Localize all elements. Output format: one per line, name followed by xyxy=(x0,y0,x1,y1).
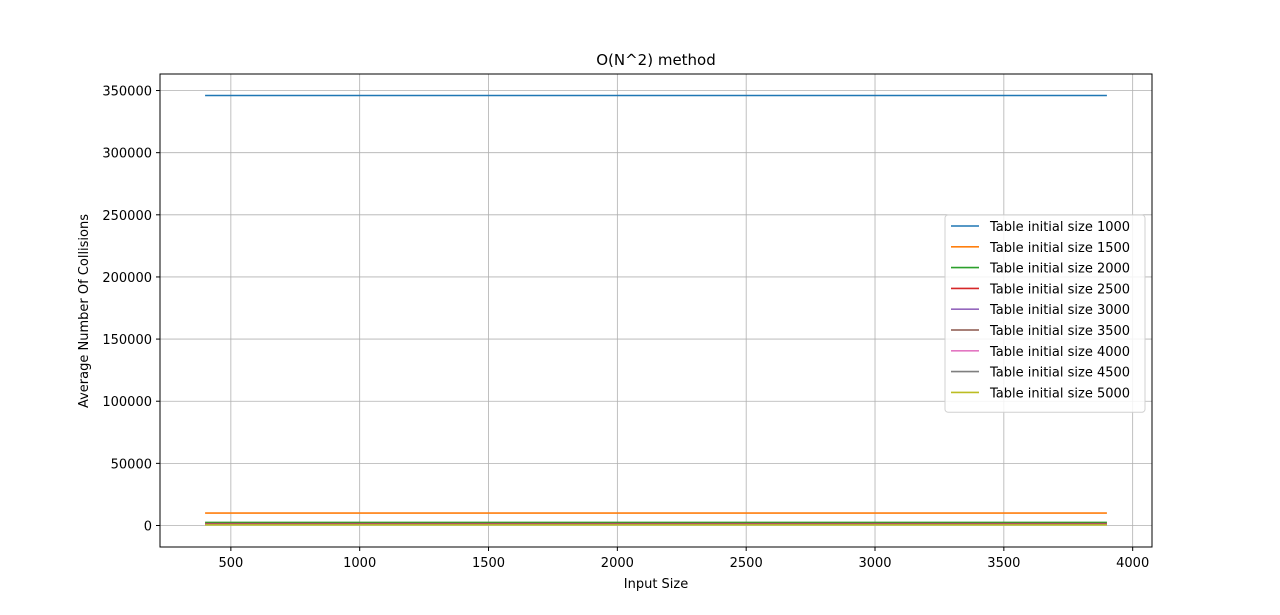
y-tick-label: 150000 xyxy=(102,333,152,348)
legend-entry: Table initial size 2000 xyxy=(989,262,1130,277)
legend-entry: Table initial size 3500 xyxy=(989,324,1130,339)
legend-entry: Table initial size 1500 xyxy=(989,241,1130,256)
y-tick-label: 250000 xyxy=(102,209,152,224)
legend-entry: Table initial size 1000 xyxy=(989,220,1130,235)
legend: Table initial size 1000 Table initial siz… xyxy=(944,214,1146,413)
chart-title: O(N^2) method xyxy=(596,51,716,69)
x-tick-label: 3000 xyxy=(858,556,891,571)
x-tick-label: 1500 xyxy=(472,556,505,571)
legend-entry: Table initial size 4000 xyxy=(989,345,1130,360)
y-tick-label: 350000 xyxy=(102,85,152,100)
plot-frame xyxy=(159,73,1153,548)
x-tick-label: 3500 xyxy=(987,556,1020,571)
x-axis-label: Input Size xyxy=(624,577,688,592)
y-axis-label: Average Number Of Collisions xyxy=(77,214,92,408)
x-tick-label: 2500 xyxy=(730,556,763,571)
x-ticks: 500 1000 1500 2000 2500 3000 3500 4000 xyxy=(218,547,1149,571)
y-tick-label: 300000 xyxy=(102,147,152,162)
legend-box xyxy=(944,214,1146,413)
legend-entry: Table initial size 3000 xyxy=(989,303,1130,318)
y-tick-label: 200000 xyxy=(102,271,152,286)
legend-entry: Table initial size 2500 xyxy=(989,282,1130,297)
legend-entry: Table initial size 4500 xyxy=(989,366,1130,381)
legend-entry: Table initial size 5000 xyxy=(989,386,1130,401)
x-tick-label: 4000 xyxy=(1116,556,1149,571)
y-ticks: 0 50000 100000 150000 200000 250000 300000 3500… xyxy=(102,85,160,535)
x-tick-label: 2000 xyxy=(601,556,634,571)
y-tick-label: 100000 xyxy=(102,395,152,410)
x-tick-label: 500 xyxy=(218,556,243,571)
x-tick-label: 1000 xyxy=(343,556,376,571)
series-lines xyxy=(205,94,1107,526)
y-tick-label: 50000 xyxy=(111,457,152,472)
y-tick-label: 0 xyxy=(144,520,152,535)
